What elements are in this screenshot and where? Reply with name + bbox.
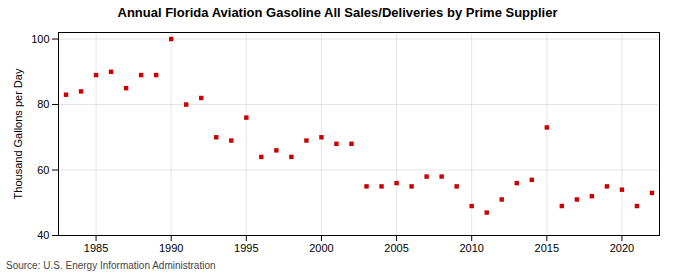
html-text:Source: U.S. Energy Informatio: Source: U.S. Energy Information Administ… [6, 260, 216, 271]
svg-text:40: 40 [37, 229, 49, 241]
svg-text:2000: 2000 [309, 242, 333, 254]
svg-text:1990: 1990 [159, 242, 183, 254]
svg-text:2020: 2020 [610, 242, 634, 254]
svg-text:Thousand Gallons per Day: Thousand Gallons per Day [12, 68, 24, 199]
svg-text:2015: 2015 [535, 242, 559, 254]
svg-text:80: 80 [37, 98, 49, 110]
html-text:Annual Florida Aviation Gasoli: Annual Florida Aviation Gasoline All Sal… [117, 5, 558, 20]
svg-text:100: 100 [31, 33, 49, 45]
svg-text:60: 60 [37, 164, 49, 176]
svg-text:1985: 1985 [84, 242, 108, 254]
svg-text:1995: 1995 [234, 242, 258, 254]
svg-text:2005: 2005 [384, 242, 408, 254]
svg-text:2010: 2010 [459, 242, 483, 254]
